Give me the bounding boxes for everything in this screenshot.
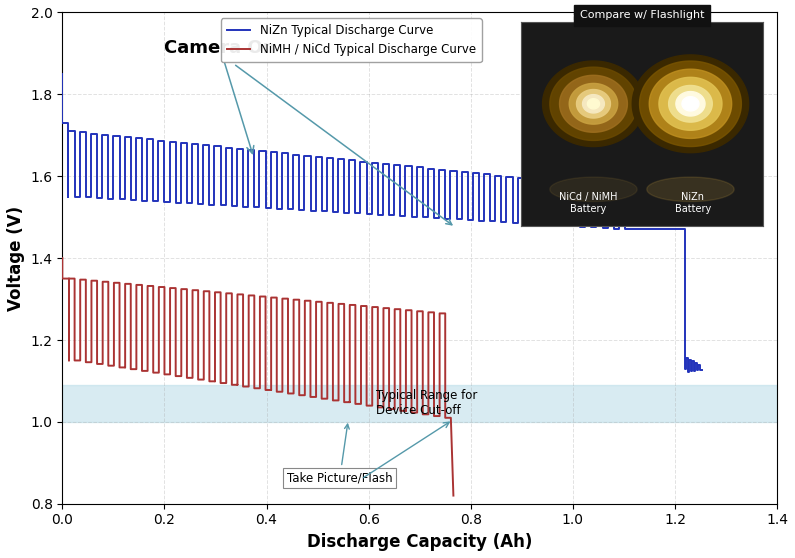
NiMH / NiCd Typical Discharge Curve	[87, 277, 96, 284]
Title: Compare w/ Flashlight: Compare w/ Flashlight	[580, 10, 704, 20]
Polygon shape	[542, 61, 645, 147]
Text: NiZn
Battery: NiZn Battery	[675, 192, 711, 214]
NiMH / NiCd Typical Discharge Curve	[407, 307, 417, 314]
NiMH / NiCd Typical Discharge Curve	[418, 308, 428, 315]
Polygon shape	[569, 84, 618, 124]
NiMH / NiCd Typical Discharge Curve	[396, 407, 405, 414]
Line: NiZn Typical Discharge Curve: NiZn Typical Discharge Curve	[62, 74, 701, 372]
NiZn Typical Discharge Curve	[412, 213, 421, 220]
NiMH / NiCd Typical Discharge Curve	[448, 492, 458, 499]
NiZn Typical Discharge Curve	[683, 368, 692, 375]
NiZn Typical Discharge Curve	[114, 132, 124, 139]
Polygon shape	[576, 89, 611, 118]
Polygon shape	[676, 92, 705, 116]
Legend: NiZn Typical Discharge Curve, NiMH / NiCd Typical Discharge Curve: NiZn Typical Discharge Curve, NiMH / NiC…	[221, 18, 482, 62]
Polygon shape	[560, 75, 627, 132]
Bar	[62, 385, 777, 422]
NiZn Typical Discharge Curve	[418, 164, 428, 171]
Polygon shape	[669, 85, 712, 122]
Polygon shape	[682, 97, 699, 111]
Polygon shape	[632, 55, 749, 153]
X-axis label: Discharge Capacity (Ah): Discharge Capacity (Ah)	[307, 533, 533, 551]
Polygon shape	[659, 78, 722, 130]
Polygon shape	[583, 95, 604, 113]
NiMH / NiCd Typical Discharge Curve	[261, 293, 270, 300]
Line: NiMH / NiCd Typical Discharge Curve: NiMH / NiCd Typical Discharge Curve	[62, 258, 453, 496]
Text: Take Picture/Flash: Take Picture/Flash	[287, 424, 393, 484]
NiMH / NiCd Typical Discharge Curve	[57, 255, 67, 262]
Polygon shape	[639, 61, 742, 147]
NiZn Typical Discharge Curve	[696, 367, 706, 373]
Polygon shape	[650, 69, 731, 138]
NiZn Typical Discharge Curve	[199, 142, 208, 148]
Text: Typical Range for
Device Cut-off: Typical Range for Device Cut-off	[376, 389, 478, 417]
Polygon shape	[588, 99, 599, 109]
Polygon shape	[647, 177, 734, 201]
Polygon shape	[550, 67, 637, 141]
Text: Camera On: Camera On	[165, 40, 276, 153]
Y-axis label: Voltage (V): Voltage (V)	[7, 205, 25, 311]
NiZn Typical Discharge Curve	[547, 222, 556, 228]
NiZn Typical Discharge Curve	[86, 130, 95, 137]
NiMH / NiCd Typical Discharge Curve	[272, 294, 281, 301]
NiZn Typical Discharge Curve	[57, 70, 67, 77]
Polygon shape	[550, 177, 637, 201]
Text: NiCd / NiMH
Battery: NiCd / NiMH Battery	[560, 192, 618, 214]
